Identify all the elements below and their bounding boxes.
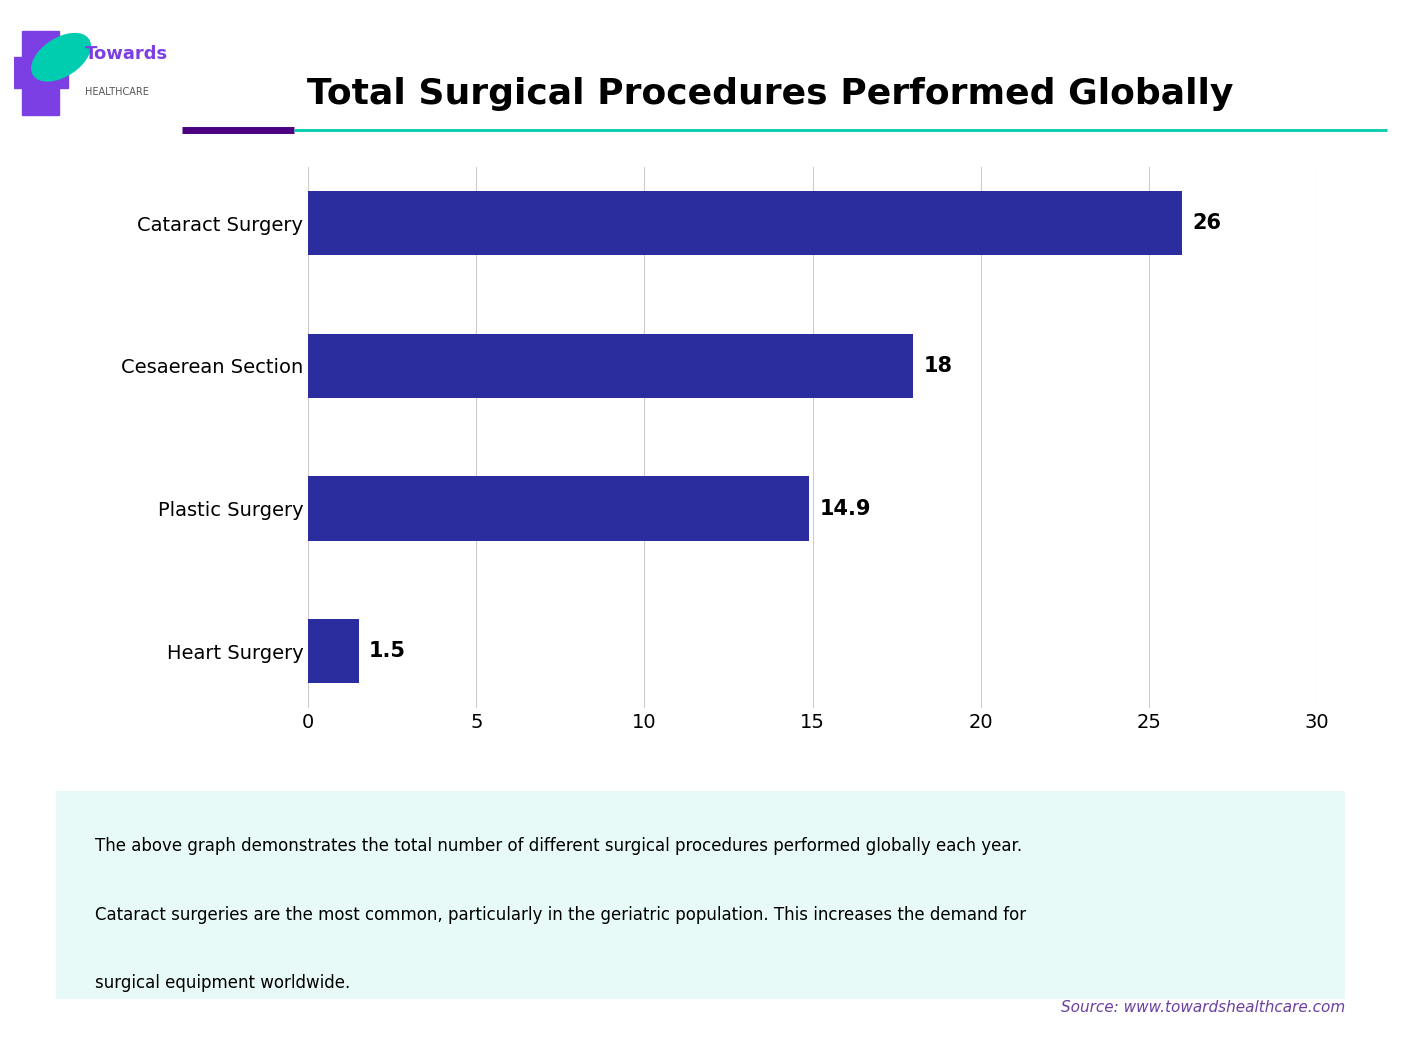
Bar — [308, 334, 913, 398]
Bar — [308, 619, 359, 683]
Text: 1.5: 1.5 — [368, 641, 406, 661]
Text: 14.9: 14.9 — [820, 499, 871, 518]
Bar — [14, 57, 67, 88]
Text: HEALTHCARE: HEALTHCARE — [84, 86, 149, 97]
Text: Towards: Towards — [84, 45, 168, 64]
Text: surgical equipment worldwide.: surgical equipment worldwide. — [95, 974, 350, 992]
Bar — [308, 192, 1182, 255]
Text: 18: 18 — [923, 356, 953, 376]
Text: Cataract surgeries are the most common, particularly in the geriatric population: Cataract surgeries are the most common, … — [95, 906, 1026, 923]
Text: The above graph demonstrates the total number of different surgical procedures p: The above graph demonstrates the total n… — [95, 837, 1021, 855]
Bar — [22, 31, 59, 115]
Bar — [308, 477, 810, 540]
FancyBboxPatch shape — [31, 787, 1370, 1004]
Text: 26: 26 — [1192, 213, 1222, 233]
Text: Source: www.towardshealthcare.com: Source: www.towardshealthcare.com — [1061, 1000, 1345, 1015]
Ellipse shape — [32, 33, 90, 81]
Text: Total Surgical Procedures Performed Globally: Total Surgical Procedures Performed Glob… — [307, 77, 1234, 110]
